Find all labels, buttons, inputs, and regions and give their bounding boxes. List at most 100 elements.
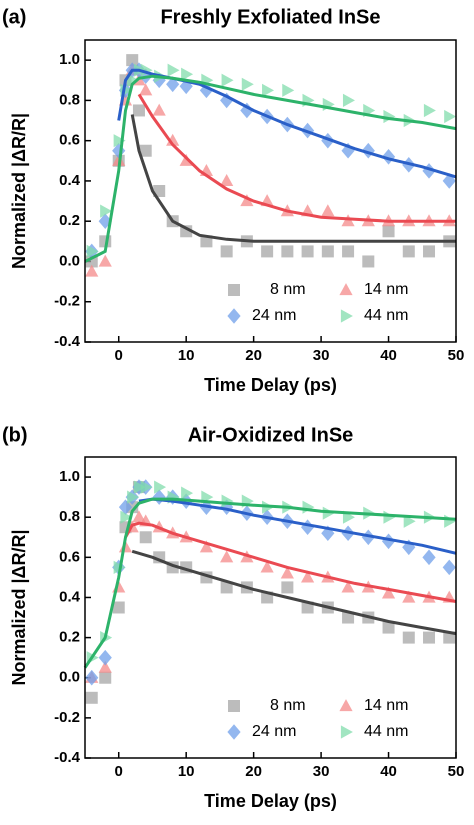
data-point	[383, 109, 396, 124]
data-point	[181, 67, 194, 81]
data-point	[301, 245, 314, 258]
data-point	[402, 245, 415, 258]
data-point	[100, 204, 113, 218]
data-point	[133, 480, 146, 494]
legend-label: 24 nm	[252, 723, 296, 740]
data-point	[98, 213, 112, 229]
data-point	[112, 601, 125, 614]
data-point	[341, 580, 355, 593]
legend-marker	[340, 725, 353, 739]
x-tick-label: 10	[178, 347, 195, 364]
data-point	[181, 486, 194, 500]
plot-frame	[84, 39, 457, 343]
data-point	[381, 586, 396, 599]
data-point	[382, 225, 395, 238]
x-axis-label: Time Delay (ps)	[204, 791, 337, 811]
data-point	[262, 83, 275, 97]
data-point	[361, 529, 375, 546]
fit-line	[83, 497, 457, 669]
y-tick-label: 0.8	[59, 91, 80, 108]
data-point	[260, 560, 274, 573]
data-point	[85, 691, 98, 704]
y-tick-label: -0.4	[54, 749, 81, 766]
data-point	[301, 570, 315, 583]
data-point	[167, 63, 180, 77]
legend-marker	[227, 308, 241, 324]
data-point	[132, 104, 145, 117]
data-point	[220, 581, 233, 594]
data-point	[118, 499, 133, 515]
x-tick-label: 50	[448, 763, 465, 780]
data-point	[381, 148, 396, 165]
data-point	[220, 550, 234, 563]
fit-line	[131, 549, 457, 636]
data-point	[98, 254, 112, 267]
data-point	[220, 174, 234, 187]
y-axis-label: Normalized |ΔR/R|	[9, 529, 29, 685]
data-point	[154, 480, 167, 494]
data-point	[126, 54, 139, 67]
legend-marker	[227, 724, 241, 740]
data-point	[127, 490, 140, 504]
data-point	[126, 501, 139, 514]
x-tick-label: 0	[115, 347, 123, 364]
data-point	[442, 559, 456, 576]
data-point	[444, 109, 457, 124]
y-tick-label: 0.6	[59, 132, 80, 149]
fit-line	[124, 521, 457, 603]
chart-title: Air-Oxidized InSe	[188, 424, 354, 446]
fit-line	[137, 93, 456, 223]
y-tick-label: 0.4	[59, 172, 81, 189]
legend-marker	[339, 283, 353, 296]
data-point	[321, 204, 335, 217]
data-point	[282, 83, 295, 97]
data-point	[199, 540, 214, 553]
data-point	[423, 103, 436, 118]
y-tick-label: 0.4	[59, 588, 81, 605]
y-tick-label: -0.2	[54, 709, 80, 726]
data-point	[127, 73, 140, 87]
y-tick-label: 1.0	[59, 468, 80, 485]
x-tick-label: 10	[178, 763, 195, 780]
legend-label: 14 nm	[364, 281, 408, 298]
legend-label: 44 nm	[364, 307, 408, 324]
x-tick-label: 50	[448, 347, 465, 364]
x-tick-label: 0	[115, 763, 123, 780]
data-point	[98, 649, 112, 666]
data-point	[221, 73, 234, 87]
x-tick-label: 20	[245, 347, 262, 364]
data-point	[342, 93, 355, 107]
data-point	[120, 510, 133, 524]
fit-line	[138, 497, 457, 555]
y-tick-label: -0.2	[54, 293, 80, 310]
data-point	[86, 244, 99, 258]
chart-title: Freshly Exfoliated InSe	[160, 6, 380, 28]
data-point	[139, 83, 153, 96]
data-point	[240, 194, 254, 207]
fit-line	[117, 68, 457, 179]
data-point	[342, 245, 355, 258]
y-tick-label: 0.0	[59, 669, 80, 686]
data-point	[322, 506, 335, 520]
data-point	[301, 519, 315, 536]
data-point	[241, 77, 254, 91]
data-point	[85, 264, 99, 277]
legend-marker	[228, 284, 240, 296]
legend-marker	[340, 309, 353, 323]
legend-label: 8 nm	[270, 281, 306, 298]
data-point	[85, 669, 99, 686]
data-point	[139, 144, 152, 157]
legend-label: 8 nm	[270, 697, 306, 714]
data-point	[113, 134, 126, 148]
data-point	[302, 500, 315, 514]
y-tick-label: 0.8	[59, 508, 80, 525]
fit-line	[130, 114, 456, 243]
y-tick-label: 1.0	[59, 51, 80, 68]
panel-label: (a)	[2, 6, 26, 28]
data-point	[341, 142, 355, 159]
data-point	[281, 245, 294, 258]
y-axis-label: Normalized |ΔR/R|	[9, 113, 29, 269]
data-point	[321, 245, 334, 258]
data-point	[402, 631, 415, 644]
data-point	[362, 255, 375, 268]
